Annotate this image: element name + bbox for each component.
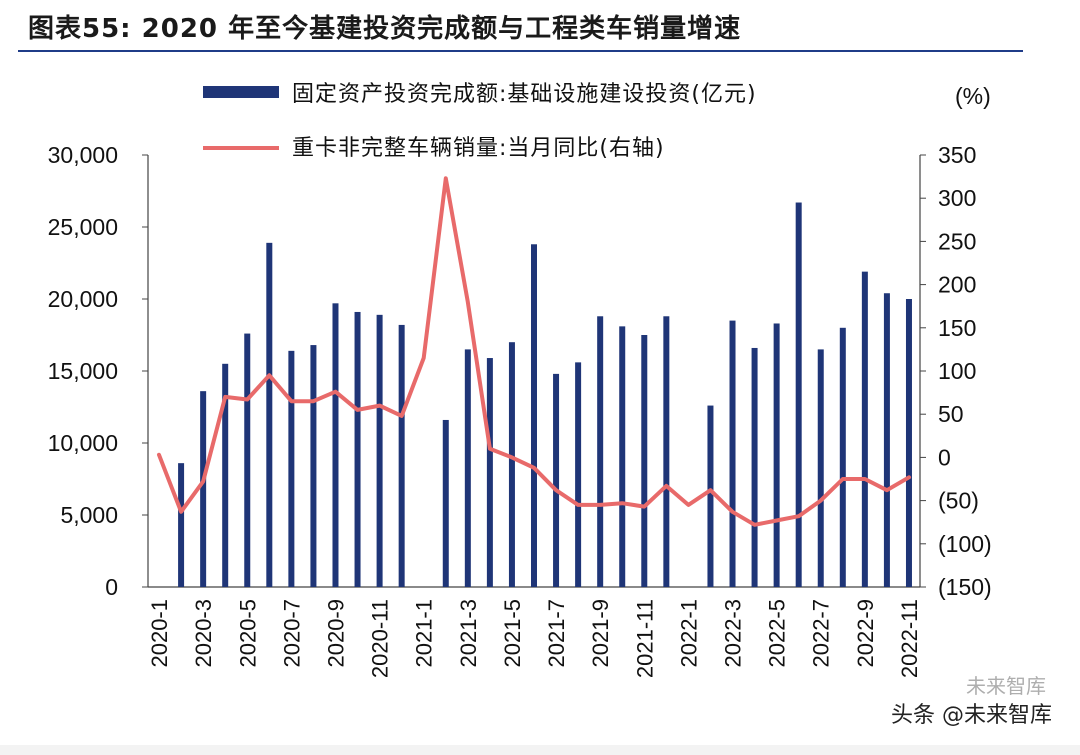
x-tick-label: 2021-7 xyxy=(544,599,569,668)
title-divider xyxy=(18,50,1023,52)
x-tick-label: 2022-11 xyxy=(897,599,922,678)
bar-2020-9 xyxy=(332,303,339,587)
right-tick-label: 50 xyxy=(938,401,964,427)
bar-2021-3 xyxy=(464,349,471,587)
bar-2022-4 xyxy=(751,347,758,587)
right-tick-label: 250 xyxy=(938,228,976,254)
bar-2022-7 xyxy=(817,349,824,587)
bar-2022-10 xyxy=(883,293,890,587)
left-tick-label: 30,000 xyxy=(48,142,118,168)
x-tick-label: 2021-9 xyxy=(588,599,613,668)
bar-2020-7 xyxy=(288,350,295,587)
right-tick-label: (100) xyxy=(938,531,992,557)
right-tick-label: 150 xyxy=(938,315,976,341)
right-tick-label: (50) xyxy=(938,488,979,514)
left-tick-label: 15,000 xyxy=(48,358,118,384)
bar-2022-9 xyxy=(861,271,868,587)
bar-2020-4 xyxy=(222,363,229,587)
bar-2020-8 xyxy=(310,345,317,587)
x-tick-label: 2020-7 xyxy=(279,599,304,668)
bottom-strip xyxy=(0,745,1080,755)
x-tick-label: 2022-1 xyxy=(676,599,701,668)
bar-2020-12 xyxy=(398,324,405,587)
bar-2020-3 xyxy=(200,391,207,587)
x-tick-label: 2020-1 xyxy=(147,599,172,668)
bar-2021-9 xyxy=(597,316,604,587)
figure-title-label: 图表55: xyxy=(28,14,132,44)
bar-2021-10 xyxy=(619,326,626,587)
x-tick-label: 2022-7 xyxy=(809,599,834,668)
bar-2022-8 xyxy=(839,327,846,587)
x-tick-label: 2022-3 xyxy=(721,599,746,668)
bar-2021-5 xyxy=(508,342,515,587)
x-tick-label: 2021-5 xyxy=(500,599,525,668)
watermark: 头条 @未来智库 xyxy=(891,697,1052,729)
left-tick-label: 10,000 xyxy=(48,430,118,456)
bar-2021-7 xyxy=(553,373,560,587)
right-tick-label: 200 xyxy=(938,272,976,298)
figure-title-text: 2020 年至今基建投资完成额与工程类车销量增速 xyxy=(141,14,742,44)
left-tick-label: 5,000 xyxy=(60,502,118,528)
x-tick-label: 2020-11 xyxy=(368,599,393,678)
legend-bar-label: 固定资产投资完成额:基础设施建设投资(亿元) xyxy=(292,82,757,107)
bar-2022-3 xyxy=(729,320,736,587)
bar-2020-10 xyxy=(354,311,361,587)
left-tick-label: 25,000 xyxy=(48,214,118,240)
legend-bar-swatch xyxy=(203,86,279,98)
right-tick-label: 0 xyxy=(938,444,951,470)
bar-2021-12 xyxy=(663,316,670,587)
bar-2021-2 xyxy=(442,419,449,587)
bar-2021-11 xyxy=(641,335,648,587)
bar-2022-2 xyxy=(707,405,714,587)
right-tick-label: (150) xyxy=(938,574,992,600)
right-tick-label: 100 xyxy=(938,358,976,384)
right-axis-unit: (%) xyxy=(955,83,991,109)
x-tick-label: 2020-5 xyxy=(235,599,260,668)
bar-2021-8 xyxy=(575,362,582,587)
bar-2020-11 xyxy=(376,314,383,587)
legend-line-label: 重卡非完整车辆销量:当月同比(右轴) xyxy=(292,136,665,161)
right-tick-label: 300 xyxy=(938,185,976,211)
watermark-faint: 未来智库 xyxy=(966,674,1046,698)
x-tick-label: 2022-5 xyxy=(765,599,790,668)
bar-2022-5 xyxy=(773,323,780,587)
x-tick-label: 2021-1 xyxy=(412,599,437,668)
bar-2022-6 xyxy=(795,202,802,587)
bar-2021-4 xyxy=(486,358,493,587)
bar-2020-5 xyxy=(244,333,251,587)
bar-2022-11 xyxy=(905,299,912,587)
left-tick-label: 20,000 xyxy=(48,286,118,312)
watermark-text: 头条 @未来智库 xyxy=(891,703,1052,728)
x-tick-label: 2022-9 xyxy=(853,599,878,668)
bar-2020-2 xyxy=(178,463,185,587)
figure-title: 图表55: 2020 年至今基建投资完成额与工程类车销量增速 xyxy=(28,8,741,45)
bar-2021-6 xyxy=(531,244,537,587)
x-tick-label: 2021-11 xyxy=(632,599,657,678)
right-tick-label: 350 xyxy=(938,142,976,168)
x-tick-label: 2020-9 xyxy=(323,599,348,668)
x-tick-label: 2020-3 xyxy=(191,599,216,668)
bar-2020-6 xyxy=(266,242,273,587)
left-tick-label: 0 xyxy=(105,574,118,600)
x-tick-label: 2021-3 xyxy=(456,599,481,668)
